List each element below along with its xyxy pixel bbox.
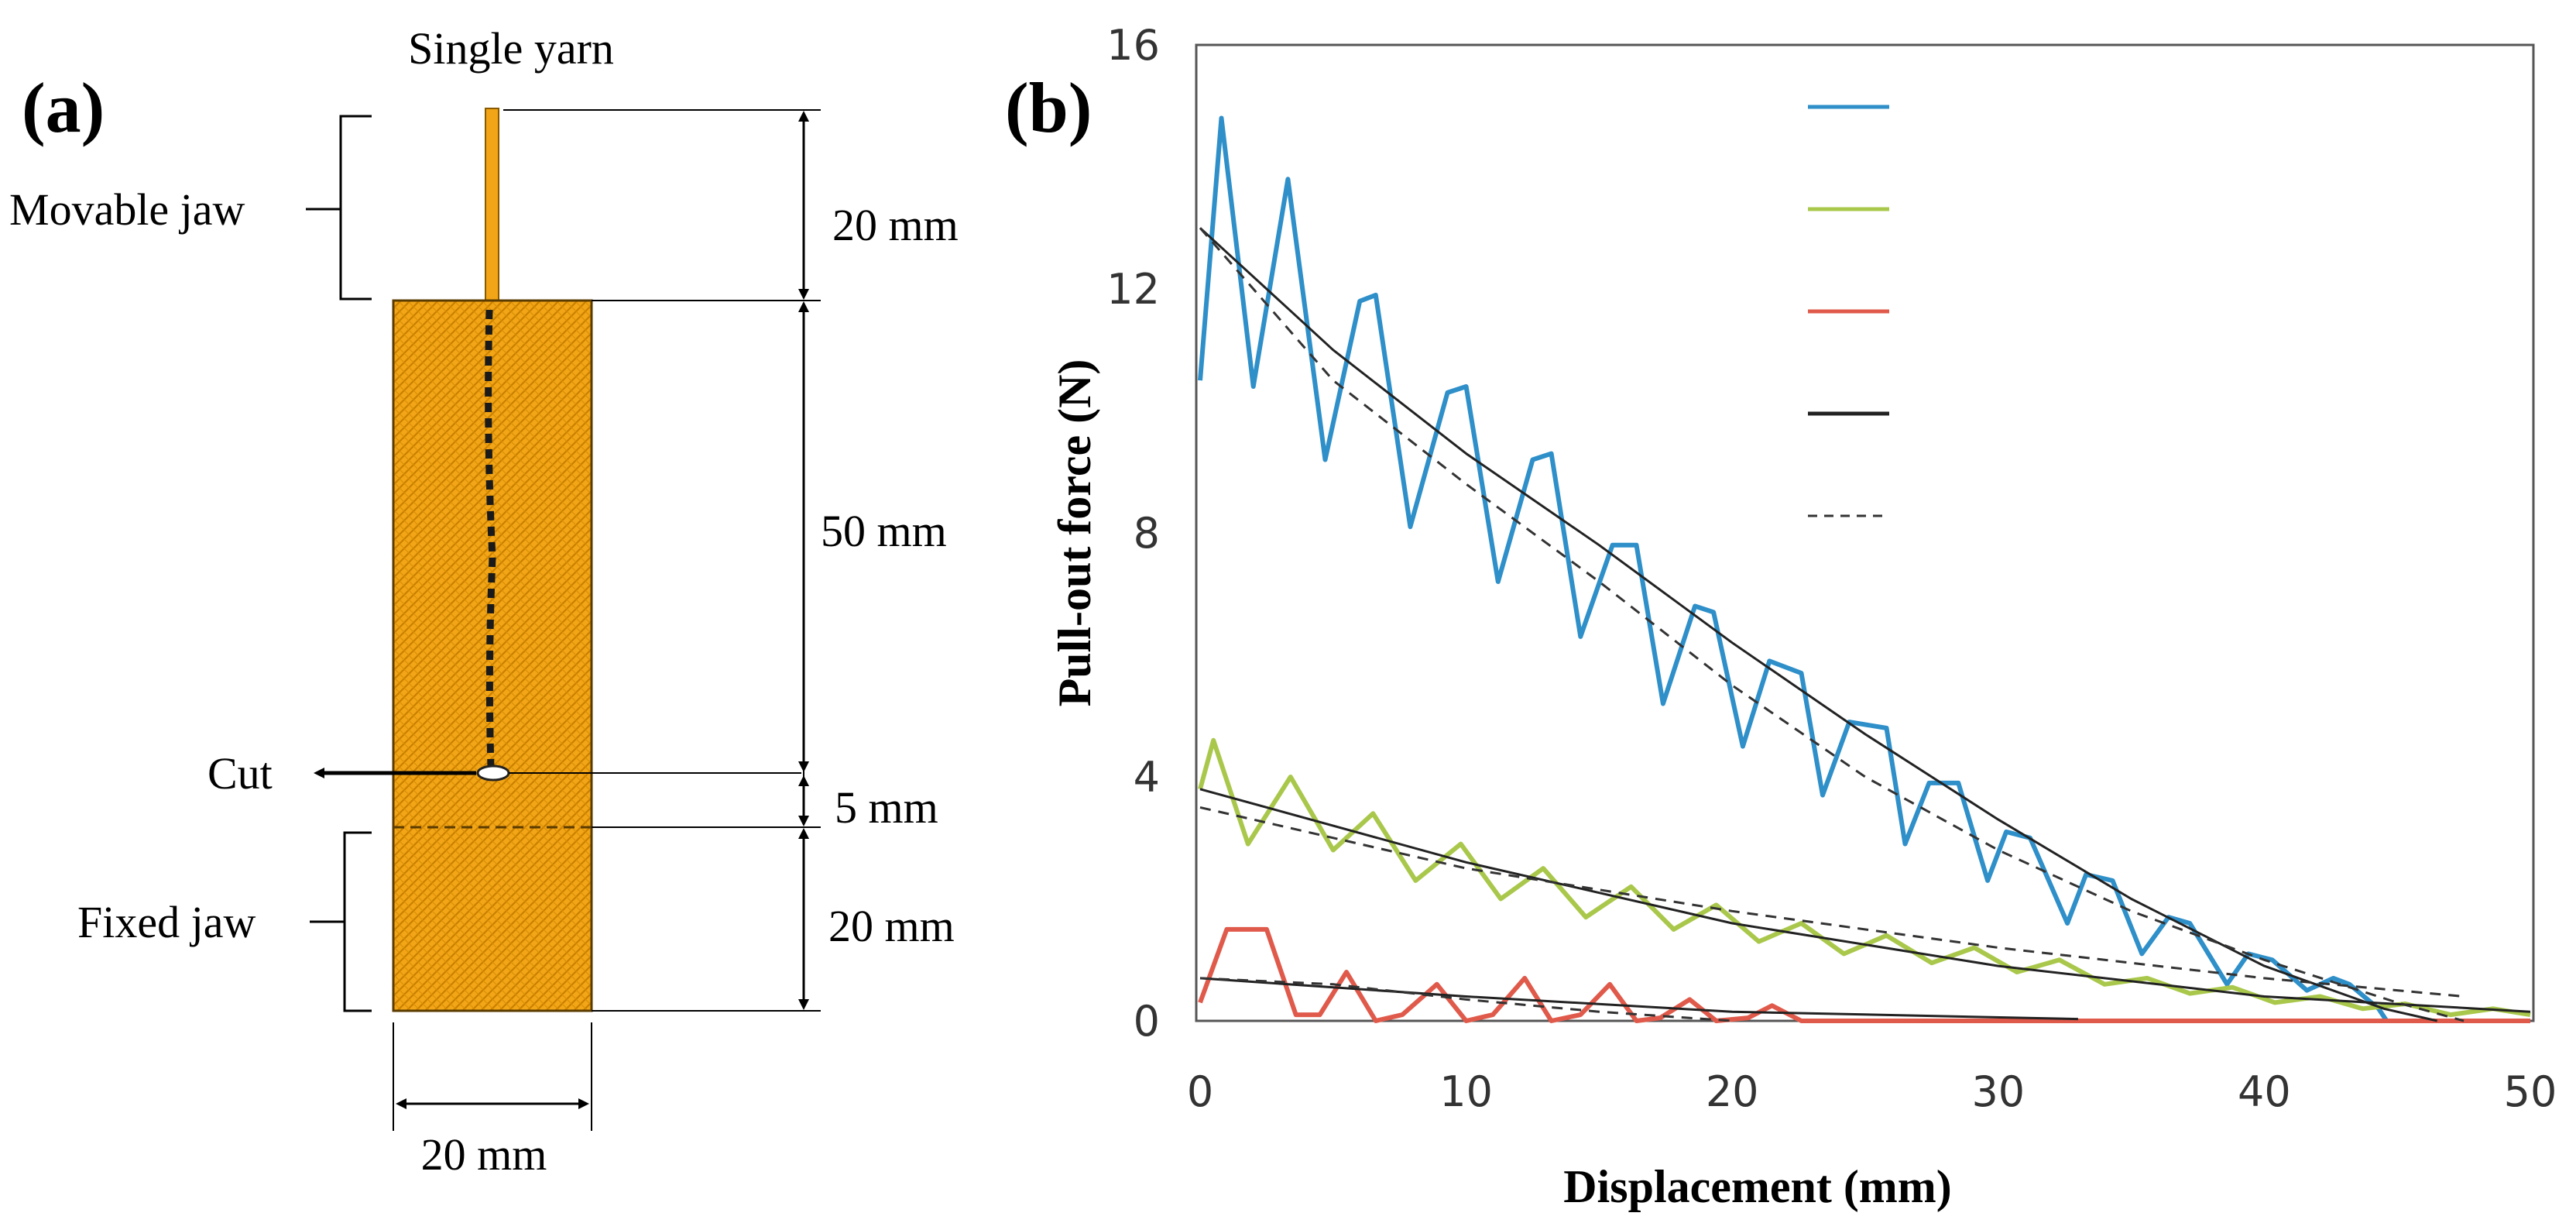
y-tick-label: 4 [1134,753,1160,802]
series-line-9 [1199,977,1733,1022]
dim-middle-label: 50 mm [821,506,947,556]
embedded-yarn-path [485,309,496,768]
series-layer [1198,115,2531,1023]
x-tick-label: 20 [1706,1067,1759,1116]
series-line-6 [1199,977,2078,1021]
tick-layer: 0 10 20 30 40 50 0 4 8 12 16 [1106,21,2557,1116]
cut-label: Cut [208,748,273,799]
series-line-7 [1199,227,2465,1022]
y-axis-title: Pull-out force (N) [1049,359,1100,707]
y-tick-label: 12 [1106,265,1160,314]
panel-a-label: (a) [22,68,105,147]
series-line-4 [1199,227,2438,1022]
series-line-5 [1199,788,2531,1013]
x-tick-label: 30 [1971,1067,2025,1116]
fixed-jaw-brace [333,831,372,1012]
panel-b-label: (b) [1005,68,1092,147]
series-line-2 [1198,737,2531,1018]
single-yarn-label: Single yarn [408,23,614,74]
legend [1808,105,1889,517]
cut-point [476,764,510,782]
dimension-arrows [396,111,809,1109]
y-tick-label: 0 [1134,997,1160,1046]
plot-frame [1195,43,2535,1022]
x-tick-label: 40 [2238,1067,2291,1116]
fixed-jaw-label: Fixed jaw [77,897,256,947]
dim-bottom-label: 20 mm [828,901,955,951]
series-line-8 [1199,806,2465,998]
x-tick-label: 50 [2504,1067,2557,1116]
dim-top-label: 20 mm [832,200,959,250]
panel-a: (a) Single yarn Cut Movable jaw Fixed ja… [9,23,959,1180]
y-tick-label: 8 [1134,509,1160,558]
panel-b: (b) 0 10 20 30 40 50 0 4 8 12 16 Displacement (mm)… [1005,21,2557,1212]
x-tick-label: 0 [1187,1067,1213,1116]
movable-jaw-label: Movable jaw [9,184,245,235]
series-line-1 [1198,115,2389,1022]
y-tick-label: 16 [1106,21,1160,70]
movable-jaw-brace [329,115,372,301]
yarn-strand [485,108,499,301]
x-tick-label: 10 [1439,1067,1493,1116]
dimension-extension-lines [393,109,821,1131]
x-axis-title: Displacement (mm) [1563,1161,1952,1212]
dim-width-label: 20 mm [421,1129,547,1180]
dim-gap-label: 5 mm [835,782,938,833]
